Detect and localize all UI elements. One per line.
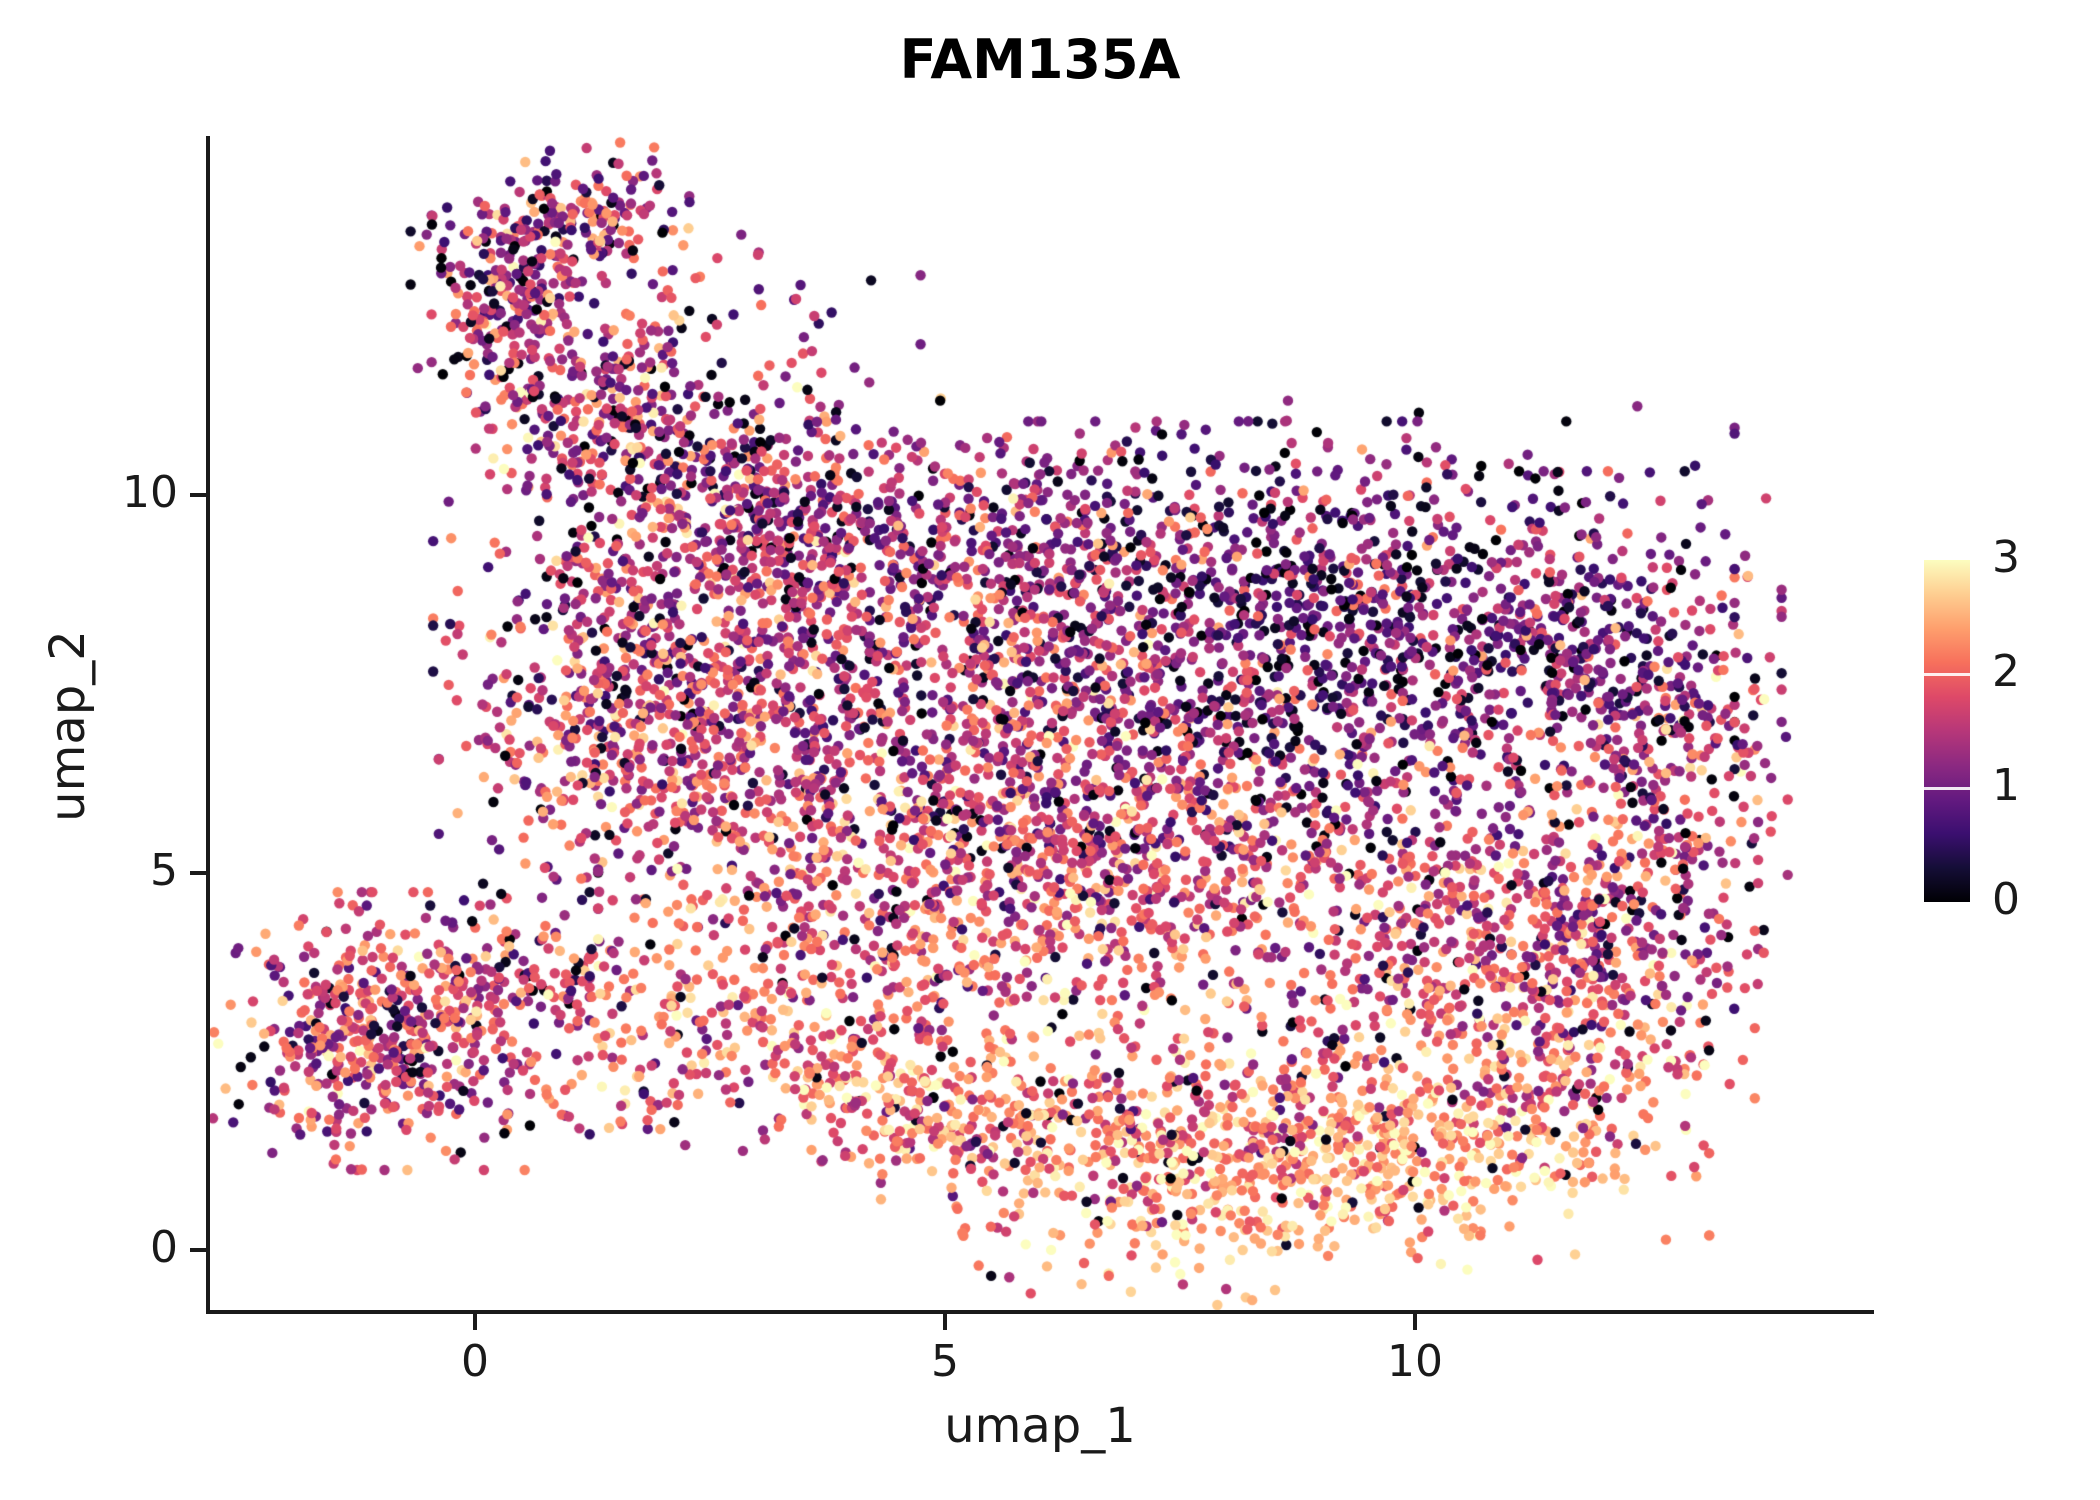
colorbar-gradient: [1924, 560, 1970, 902]
y-tick-label: 5: [150, 844, 178, 896]
x-tick-mark: [1413, 1314, 1417, 1330]
colorbar-tick-label: 1: [1992, 760, 2020, 811]
colorbar-tick-label: 3: [1992, 532, 2020, 583]
x-axis-line: [206, 1310, 1874, 1314]
y-tick-mark: [190, 493, 206, 497]
colorbar-tick: [1924, 672, 1970, 676]
colorbar-tick-label: 0: [1992, 874, 2020, 925]
x-tick-label: 5: [931, 1336, 959, 1387]
x-axis-label: umap_1: [944, 1398, 1136, 1454]
colorbar-tick: [1924, 786, 1970, 790]
y-axis-line: [206, 136, 210, 1314]
y-tick-mark: [190, 870, 206, 875]
y-tick-label: 10: [122, 467, 178, 518]
y-tick-mark: [190, 1248, 206, 1252]
y-axis-label: umap_2: [40, 630, 96, 822]
plot-title: FAM135A: [899, 28, 1181, 91]
colorbar-tick-label: 2: [1992, 646, 2020, 697]
x-tick-label: 0: [461, 1336, 489, 1387]
y-tick-label: 0: [150, 1222, 178, 1273]
x-tick-mark: [943, 1314, 947, 1330]
x-tick-label: 10: [1387, 1336, 1443, 1387]
x-tick-mark: [473, 1314, 477, 1330]
